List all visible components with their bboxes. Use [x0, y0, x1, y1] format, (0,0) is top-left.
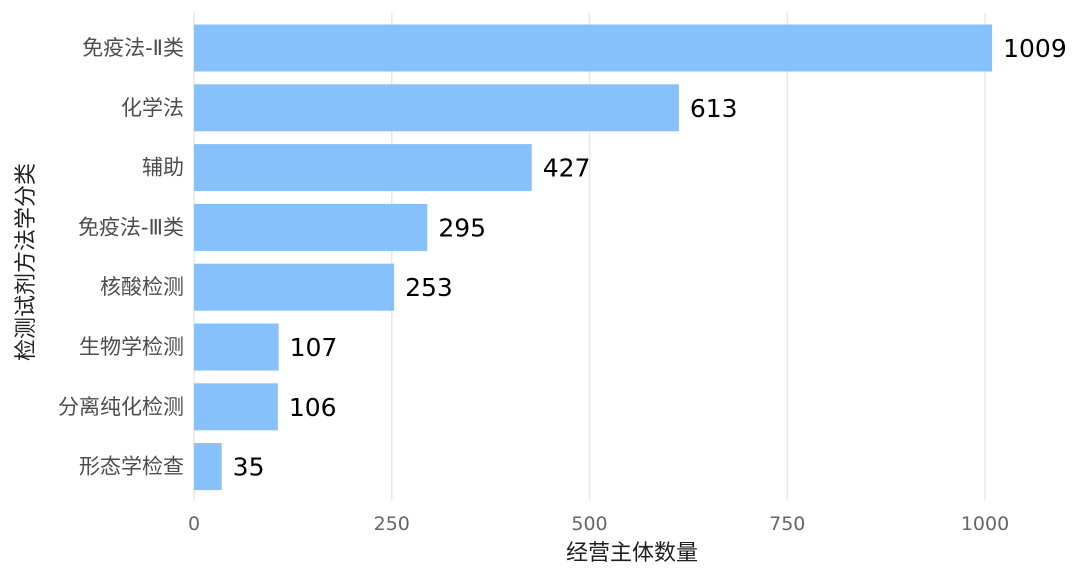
bar-value-label: 107	[290, 333, 338, 362]
bar	[194, 443, 222, 491]
x-tick-label: 1000	[961, 513, 1009, 535]
category-label: 化学法	[121, 96, 184, 120]
bar	[194, 383, 278, 431]
bar-layer	[194, 24, 993, 491]
label-layer: 0 250 500 750 1000 免疫法-Ⅱ类 1009 化学法 613 辅助 427 免疫法-Ⅲ…	[58, 34, 1067, 535]
x-tick-label: 500	[571, 513, 607, 535]
bar	[194, 144, 532, 192]
bar-value-label: 295	[438, 213, 486, 242]
bar-value-label: 253	[405, 273, 453, 302]
bar	[194, 24, 993, 72]
category-label: 核酸检测	[100, 275, 184, 299]
bar-value-label: 106	[289, 393, 337, 422]
category-label: 形态学检查	[79, 455, 184, 479]
bar-value-label: 1009	[1003, 34, 1067, 63]
bar-value-label: 613	[690, 94, 738, 123]
category-label: 生物学检测	[79, 335, 184, 359]
bar-value-label: 427	[543, 154, 591, 183]
category-label: 免疫法-Ⅱ类	[82, 36, 184, 60]
bar-value-label: 35	[233, 453, 265, 482]
category-label: 辅助	[142, 156, 184, 180]
x-axis-title: 经营主体数量	[566, 541, 698, 566]
x-tick-label: 750	[769, 513, 805, 535]
bar	[194, 263, 395, 311]
category-label: 免疫法-Ⅲ类	[78, 215, 184, 239]
bar	[194, 84, 679, 132]
y-axis-title: 检测试剂方法学分类	[14, 163, 39, 361]
bar	[194, 323, 279, 371]
category-label: 分离纯化检测	[58, 395, 184, 419]
x-tick-label: 250	[374, 513, 410, 535]
x-tick-label: 0	[188, 513, 200, 535]
bar	[194, 203, 428, 251]
